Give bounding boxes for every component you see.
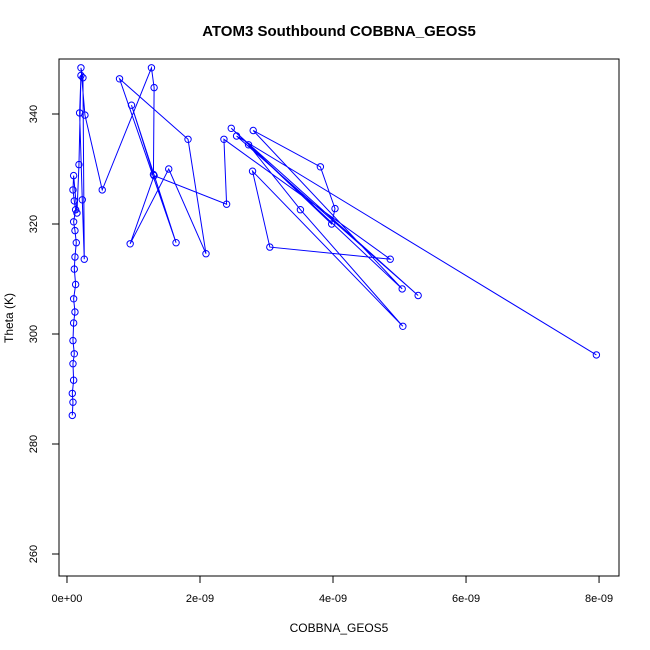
data-point <box>249 126 257 135</box>
data-point <box>126 240 134 248</box>
x-axis: 0e+00 2e-09 4e-09 6e-09 8e-09 <box>52 575 613 605</box>
data-point <box>69 376 78 384</box>
data-point <box>70 350 78 358</box>
data-point <box>71 206 80 214</box>
y-tick-label: 340 <box>28 105 40 123</box>
data-point <box>172 239 180 247</box>
data-point <box>72 239 80 247</box>
data-point <box>68 411 77 420</box>
series-layer <box>68 64 601 420</box>
x-tick-label: 6e-09 <box>452 593 480 605</box>
y-tick-label: 280 <box>28 435 40 453</box>
y-axis: 260 280 300 320 340 <box>28 105 60 563</box>
data-point <box>232 132 241 140</box>
data-point <box>71 308 79 316</box>
data-point <box>77 71 85 80</box>
data-point <box>78 196 86 204</box>
data-point <box>80 255 88 263</box>
data-point <box>386 255 394 263</box>
data-point <box>150 171 158 180</box>
data-point <box>69 319 78 327</box>
x-axis-label: COBBNA_GEOS5 <box>290 621 389 635</box>
data-point <box>115 75 124 83</box>
data-point <box>592 351 601 359</box>
data-point <box>165 165 173 173</box>
x-tick-label: 8e-09 <box>585 593 613 605</box>
data-point <box>71 226 79 235</box>
data-point <box>69 218 78 226</box>
data-point <box>69 295 78 303</box>
y-tick-label: 320 <box>28 215 40 233</box>
data-point <box>147 64 156 72</box>
y-tick-label: 260 <box>28 545 40 563</box>
data-point <box>68 389 77 398</box>
data-point <box>331 204 339 213</box>
data-point <box>202 250 210 258</box>
data-point <box>266 243 274 251</box>
data-point <box>70 265 78 273</box>
x-tick-label: 0e+00 <box>52 593 83 605</box>
data-point <box>316 163 325 171</box>
data-point <box>414 291 422 300</box>
data-point <box>81 111 89 119</box>
x-tick-label: 2e-09 <box>186 593 214 605</box>
y-tick-label: 300 <box>28 325 40 343</box>
data-point <box>398 285 406 293</box>
chart-title: ATOM3 Southbound COBBNA_GEOS5 <box>202 23 476 40</box>
data-point <box>327 220 336 228</box>
data-point <box>75 160 83 169</box>
data-point <box>98 186 106 194</box>
data-point <box>77 64 85 72</box>
data-point <box>69 360 77 368</box>
data-point <box>244 141 253 149</box>
data-point <box>227 124 235 133</box>
data-point <box>70 197 78 205</box>
data-point <box>296 206 305 214</box>
data-point <box>150 83 158 92</box>
data-point <box>220 135 228 144</box>
data-point <box>79 74 87 82</box>
data-point <box>222 200 231 208</box>
data-point <box>73 209 81 217</box>
data-point <box>399 322 407 330</box>
y-axis-label: Theta (K) <box>2 293 16 343</box>
data-point <box>69 336 77 345</box>
data-point <box>69 398 77 406</box>
data-point <box>184 135 192 144</box>
x-tick-label: 4e-09 <box>319 593 347 605</box>
data-point <box>248 167 257 175</box>
data-point <box>149 170 158 179</box>
data-point <box>127 101 136 109</box>
data-point <box>69 171 78 180</box>
data-point <box>69 186 77 194</box>
data-point <box>71 280 80 289</box>
data-point <box>71 253 79 261</box>
series-line <box>71 65 597 416</box>
